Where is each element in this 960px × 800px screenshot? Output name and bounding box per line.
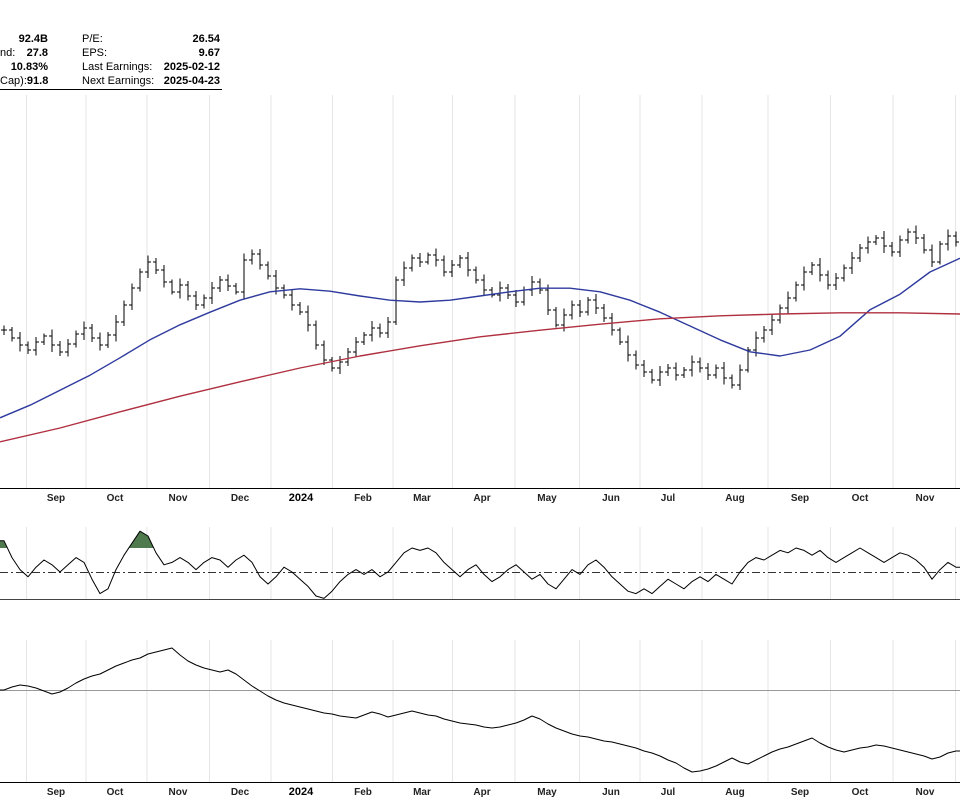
month-label: Nov xyxy=(916,787,935,798)
month-label: Feb xyxy=(354,787,372,798)
relative-strength-panel xyxy=(0,647,960,773)
stat-row: Next Earnings: 2025-04-23 xyxy=(82,75,220,89)
month-label: 2024 xyxy=(289,786,314,798)
stat-row: nd: 27.8 xyxy=(0,47,48,61)
oscillator-line xyxy=(0,530,960,599)
price-x-axis: Sep Oct Nov Dec 2024 Feb Mar Apr May Jun Jul Aug Sep… xyxy=(0,488,960,504)
ma-fast-50d-line xyxy=(0,257,960,419)
month-gridlines xyxy=(26,95,956,782)
stat-value: 91.8 xyxy=(26,75,49,87)
oscillator-panel xyxy=(0,530,960,600)
stat-row: Last Earnings: 2025-02-12 xyxy=(82,61,220,75)
stat-label: nd: xyxy=(0,47,16,59)
stat-row: EPS: 9.67 xyxy=(82,47,220,61)
month-label: Jun xyxy=(602,493,620,504)
stats-header: 92.4B nd: 27.8 10.83% Cap): 91.8 P/E: 26… xyxy=(0,0,222,90)
ma-slow-200d-line xyxy=(0,312,960,443)
month-label: Sep xyxy=(47,493,65,504)
month-label: Jun xyxy=(602,787,620,798)
month-label: Aug xyxy=(725,787,744,798)
stat-value: 26.54 xyxy=(192,33,220,45)
moving-averages xyxy=(0,257,960,443)
stat-row: P/E: 26.54 xyxy=(82,33,220,47)
oscillator-overbought-fill xyxy=(0,540,8,548)
stat-label: Last Earnings: xyxy=(82,61,153,73)
month-label: Apr xyxy=(473,493,490,504)
price-ohlc-bars xyxy=(1,225,959,391)
month-label: Sep xyxy=(47,787,65,798)
stats-right-column: P/E: 26.54 EPS: 9.67 Last Earnings: 2025… xyxy=(82,33,220,89)
month-label: Mar xyxy=(413,787,431,798)
bottom-x-axis: Sep Oct Nov Dec 2024 Feb Mar Apr May Jun Jul Aug Sep… xyxy=(0,782,960,798)
stat-label: P/E: xyxy=(82,33,103,45)
month-label: Nov xyxy=(169,787,188,798)
month-label: Mar xyxy=(413,493,431,504)
relative-strength-line xyxy=(0,647,960,773)
month-label: Apr xyxy=(473,787,490,798)
month-label: Dec xyxy=(231,493,250,504)
stat-value: 9.67 xyxy=(198,47,220,59)
month-label: Oct xyxy=(852,493,869,504)
month-label: Jul xyxy=(661,493,676,504)
stat-value: 10.83% xyxy=(10,61,48,73)
month-label: Aug xyxy=(725,493,744,504)
stat-label: Next Earnings: xyxy=(82,75,155,87)
stat-label: EPS: xyxy=(82,47,108,59)
stats-left-column: 92.4B nd: 27.8 10.83% Cap): 91.8 xyxy=(0,33,48,89)
month-label: May xyxy=(537,493,557,504)
month-label: Nov xyxy=(916,493,935,504)
stat-value: 92.4B xyxy=(18,33,48,45)
month-label: Feb xyxy=(354,493,372,504)
month-label: 2024 xyxy=(289,492,314,504)
stat-row: 92.4B xyxy=(0,33,48,47)
month-label: Oct xyxy=(107,787,124,798)
stat-value: 27.8 xyxy=(26,47,48,59)
month-label: Nov xyxy=(169,493,188,504)
month-label: Jul xyxy=(661,787,676,798)
month-label: Dec xyxy=(231,787,250,798)
month-label: Sep xyxy=(791,493,809,504)
stat-value: 2025-04-23 xyxy=(163,75,220,87)
month-label: Sep xyxy=(791,787,809,798)
oscillator-overbought-fill xyxy=(128,531,154,548)
stat-value: 2025-02-12 xyxy=(163,61,220,73)
stat-row: Cap): 91.8 xyxy=(0,75,48,89)
month-label: Oct xyxy=(852,787,869,798)
stat-label: Cap): xyxy=(0,75,27,87)
stat-row: 10.83% xyxy=(0,61,48,75)
month-label: May xyxy=(537,787,557,798)
month-label: Oct xyxy=(107,493,124,504)
